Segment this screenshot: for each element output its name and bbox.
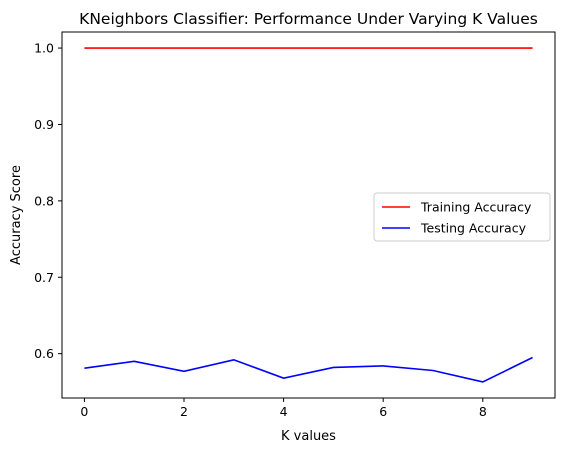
y-tick-label: 0.7: [34, 270, 54, 285]
y-tick-label: 0.8: [34, 193, 54, 208]
series-lines: [84, 47, 533, 383]
legend-box: [373, 192, 551, 242]
y-axis-label: Accuracy Score: [9, 165, 24, 265]
series-line-testing-accuracy: [84, 356, 533, 383]
x-axis-label: K values: [281, 429, 336, 444]
legend: Training Accuracy Testing Accuracy: [373, 192, 551, 242]
x-tick-label: 6: [379, 404, 387, 419]
y-tick-label: 1.0: [34, 41, 54, 56]
legend-entry-label: Training Accuracy: [420, 200, 532, 215]
chart-title: KNeighbors Classifier: Performance Under…: [79, 10, 538, 28]
y-tick-label: 0.9: [34, 117, 54, 132]
x-tick-label: 2: [180, 404, 188, 419]
legend-entry-label: Testing Accuracy: [420, 221, 527, 236]
plot-frame: [61, 31, 556, 399]
y-tick-label: 0.6: [34, 346, 54, 361]
x-axis-ticks: 0 2 4 6 8: [80, 398, 487, 419]
x-tick-label: 0: [80, 404, 88, 419]
y-axis-ticks: 0.6 0.7 0.8 0.9 1.0: [34, 41, 62, 361]
x-tick-label: 8: [479, 404, 487, 419]
x-tick-label: 4: [280, 404, 288, 419]
